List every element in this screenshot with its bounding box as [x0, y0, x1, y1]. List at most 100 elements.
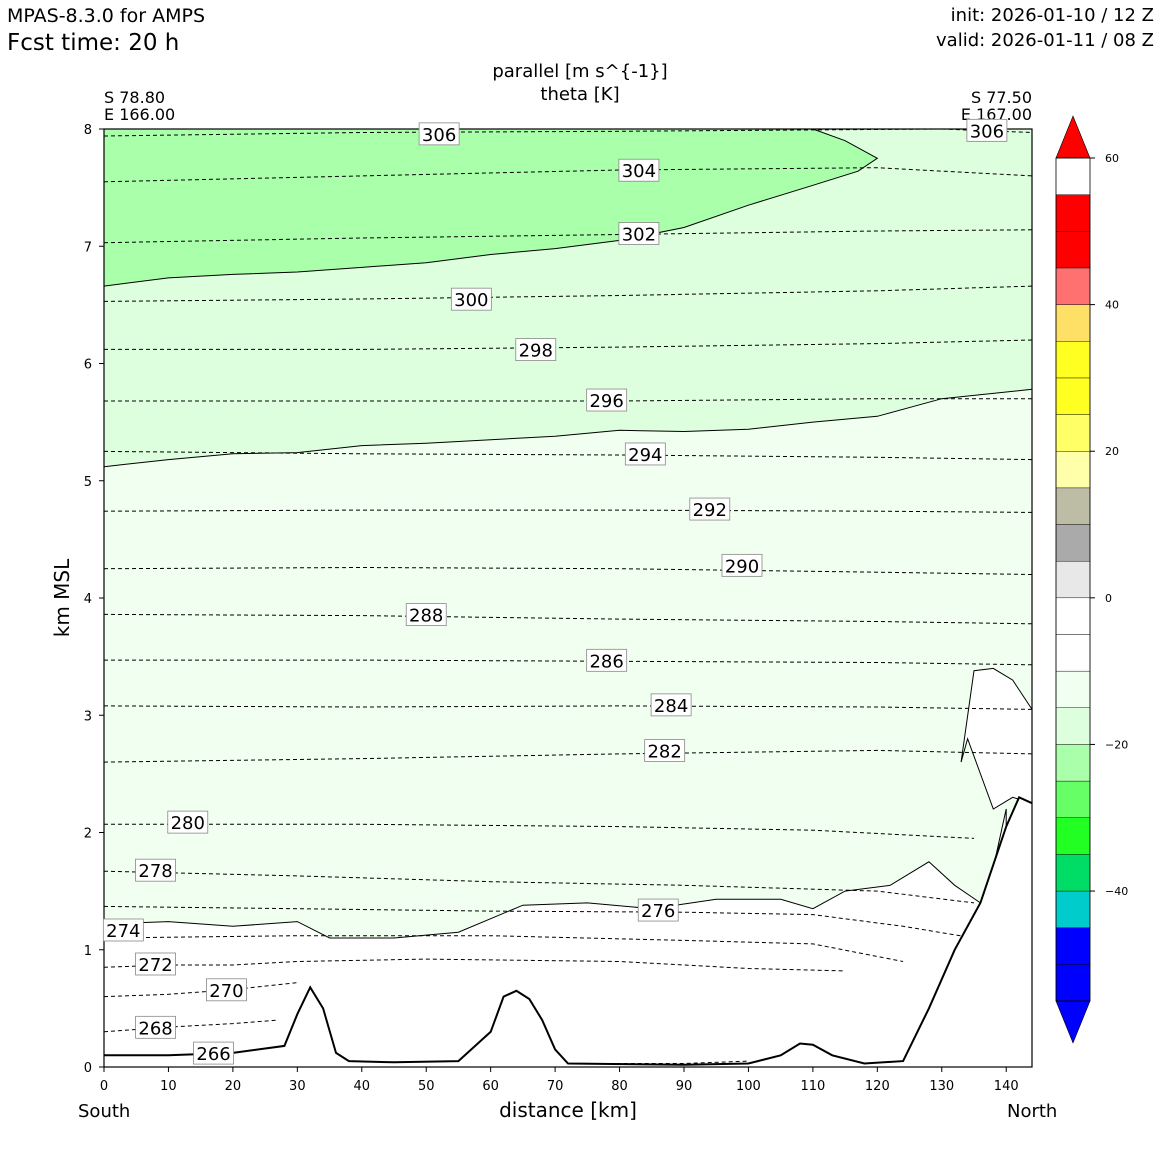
model-title: MPAS-8.3.0 for AMPS	[7, 5, 206, 27]
fill-band-minus15	[103, 128, 1033, 468]
theta-label-box	[167, 810, 209, 834]
colorbar-segment	[1055, 707, 1091, 745]
end-lat: S 77.50	[970, 88, 1032, 107]
theta-label-box	[721, 553, 763, 577]
theta-label-text: 276	[641, 901, 675, 922]
theta-contour-306	[941, 128, 1033, 133]
theta-label-text: 274	[106, 921, 140, 942]
south-label: South	[78, 1101, 131, 1122]
theta-contour-304	[103, 167, 1033, 183]
theta-label-272: 272	[135, 952, 176, 976]
theta-contour-272	[103, 958, 846, 972]
theta-contour-266	[490, 1060, 749, 1064]
forecast-time: Fcst time: 20 h	[7, 30, 180, 56]
theta-label-box	[618, 158, 660, 182]
theta-label-288: 288	[405, 603, 447, 627]
colorbar-tick-label: 20	[1105, 445, 1119, 458]
theta-label-text: 294	[628, 445, 662, 466]
theta-label-text: 286	[589, 651, 623, 672]
theta-label-286: 286	[586, 648, 628, 672]
theta-label-box	[418, 122, 460, 146]
y-tick-label: 1	[84, 944, 92, 959]
theta-label-box	[405, 603, 447, 626]
colorbar-segment	[1055, 597, 1091, 635]
y-tick-label: 4	[84, 592, 92, 607]
y-ticks: 0 1 2 3 4 5 6 7 8	[84, 123, 104, 1076]
x-tick-label: 90	[676, 1079, 693, 1094]
colorbar-tick-label: −40	[1105, 885, 1128, 898]
x-tick-label: 130	[929, 1079, 954, 1094]
theta-contour-276	[103, 905, 975, 939]
theta-contour-layer	[103, 128, 1033, 1064]
theta-label-302: 302	[618, 222, 660, 246]
theta-label-268: 268	[135, 1015, 176, 1039]
theta-label-box	[644, 739, 686, 762]
theta-label-box	[135, 1015, 176, 1039]
terrain-fill	[104, 797, 1032, 1067]
colorbar-extend-max	[1055, 115, 1091, 159]
x-tick-label: 70	[547, 1079, 564, 1094]
x-tick-label: 20	[225, 1079, 242, 1094]
theta-contour-288	[103, 613, 1033, 625]
colorbar-segment	[1055, 817, 1091, 855]
x-tick-label: 30	[289, 1079, 306, 1094]
x-tick-label: 110	[800, 1079, 825, 1094]
colorbar-segment	[1055, 267, 1091, 305]
fill-positive-lowlevel	[103, 808, 1007, 1066]
fill-band-minus20	[103, 128, 879, 287]
colorbar-segment	[1055, 890, 1091, 928]
theta-contour-300	[103, 285, 1033, 302]
x-ticks: 0 10 20 30 40 50 60 70 80 90 100 110 120 130 140	[100, 1067, 1019, 1094]
fill-positive-north	[960, 667, 1033, 810]
y-tick-label: 6	[84, 358, 92, 373]
start-lat: S 78.80	[104, 88, 166, 107]
theta-label-box	[135, 952, 176, 976]
fill-band-minus10	[104, 129, 1032, 1067]
theta-label-304: 304	[618, 158, 660, 182]
colorbar-segment	[1055, 524, 1091, 562]
theta-label-text: 282	[647, 742, 681, 763]
theta-contour-298	[104, 339, 1033, 350]
theta-contour-284	[103, 705, 1033, 710]
x-tick-label: 120	[865, 1079, 890, 1094]
theta-label-274: 274	[102, 918, 144, 942]
chart-subtitle: theta [K]	[540, 84, 620, 105]
theta-label-270: 270	[206, 978, 247, 1002]
theta-label-box	[515, 338, 557, 362]
theta-contour-270	[103, 982, 298, 998]
x-tick-label: 50	[418, 1079, 435, 1094]
theta-label-text: 306	[970, 121, 1004, 142]
theta-label-text: 288	[409, 606, 443, 627]
colorbar-segment	[1055, 670, 1091, 708]
north-label: North	[1007, 1101, 1058, 1122]
theta-label-278: 278	[135, 858, 176, 882]
theta-label-292: 292	[689, 497, 731, 521]
colorbar-segment	[1055, 377, 1091, 415]
y-tick-label: 3	[84, 709, 92, 724]
theta-label-text: 280	[171, 813, 205, 834]
x-tick-label: 80	[611, 1079, 628, 1094]
theta-label-266: 266	[193, 1041, 234, 1065]
y-tick-label: 5	[84, 475, 92, 490]
theta-contour-280	[104, 823, 975, 839]
theta-label-box	[650, 693, 692, 717]
colorbar-tick-label: 0	[1105, 592, 1112, 605]
theta-label-box	[637, 898, 679, 922]
y-tick-label: 8	[84, 123, 92, 138]
colorbar-segment	[1055, 964, 1091, 1002]
colorbar-segment	[1055, 560, 1091, 599]
theta-contour-274	[103, 935, 904, 962]
theta-label-box	[206, 978, 247, 1002]
x-tick-label: 10	[160, 1079, 177, 1094]
theta-labels: 266 268 270 272 274 276 278 280 282 284 286 288 290 2…	[102, 118, 1008, 1065]
colorbar-segment	[1055, 487, 1091, 525]
theta-label-box	[586, 388, 628, 412]
colorbar-segment	[1055, 927, 1091, 965]
y-tick-label: 7	[84, 240, 92, 255]
x-tick-label: 140	[994, 1079, 1019, 1094]
theta-label-box	[624, 442, 666, 466]
theta-label-text: 290	[725, 556, 759, 577]
colorbar-segment	[1055, 194, 1091, 232]
colorbar-tick-label: 40	[1105, 299, 1119, 312]
colorbar-segment	[1055, 341, 1091, 379]
